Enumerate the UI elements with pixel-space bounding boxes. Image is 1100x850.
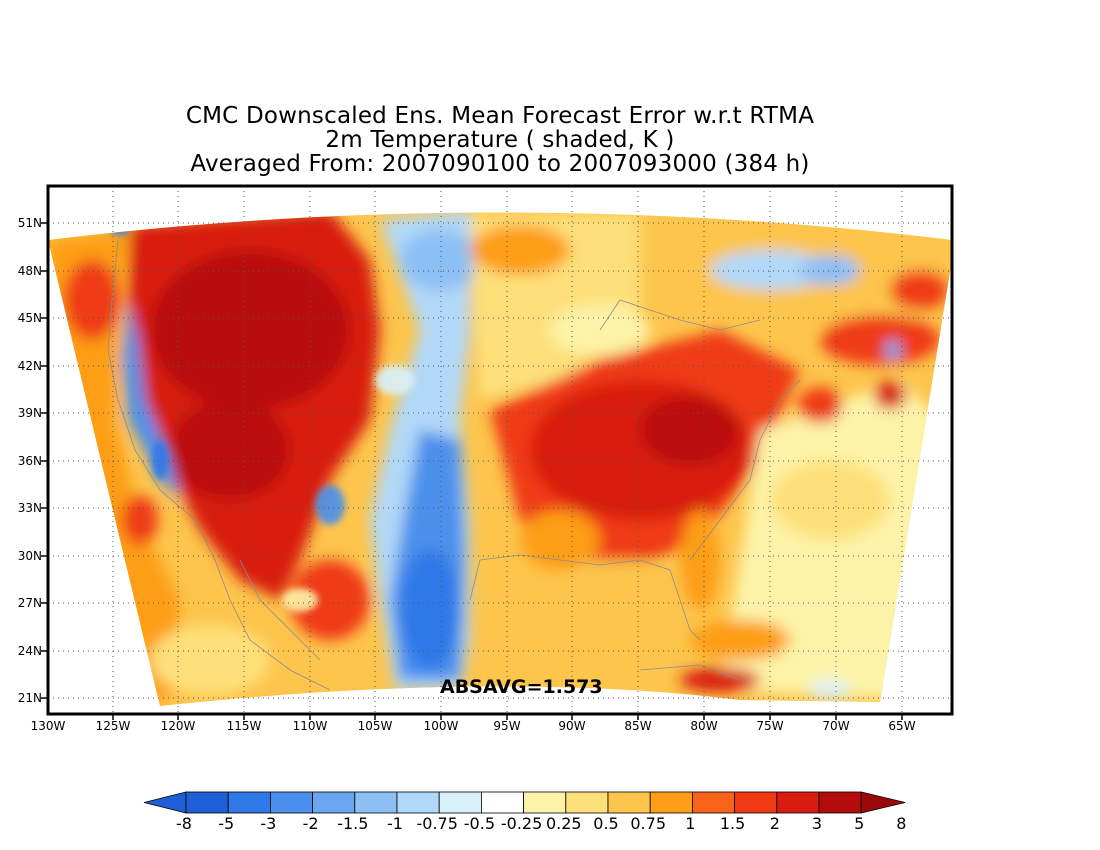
lat-label-21n: 21N <box>17 691 42 705</box>
colorbar-label: 0.75 <box>630 814 666 833</box>
absavg-annotation: ABSAVG=1.573 <box>440 676 603 698</box>
colorbar-label: -5 <box>218 814 235 833</box>
colorbar-swatch <box>185 791 229 814</box>
lon-label-100w: 100W <box>423 719 459 733</box>
lon-label-125w: 125W <box>95 719 131 733</box>
colorbar-swatch <box>269 791 313 814</box>
lon-label-115w: 115W <box>226 719 262 733</box>
lat-label-51n: 51N <box>17 216 42 230</box>
colorbar-label: -1 <box>387 814 403 833</box>
colorbar-swatch <box>734 791 778 814</box>
axis-ticks <box>41 222 903 720</box>
title-line-1: CMC Downscaled Ens. Mean Forecast Error … <box>185 103 815 129</box>
lat-label-24n: 24N <box>17 644 42 658</box>
colorbar-swatch <box>565 791 609 814</box>
colorbar-label: 2 <box>769 814 780 833</box>
lon-label-90w: 90W <box>558 719 586 733</box>
colorbar-swatch <box>438 791 482 814</box>
colorbar-label: -1.5 <box>337 814 369 833</box>
lon-label-80w: 80W <box>690 719 718 733</box>
colorbar-swatch <box>396 791 440 814</box>
colorbar-label: 1 <box>685 814 696 833</box>
lon-label-70w: 70W <box>822 719 850 733</box>
lat-label-42n: 42N <box>17 359 42 373</box>
colorbar-label: -3 <box>260 814 277 833</box>
colorbar-swatch <box>818 791 862 814</box>
coastlines <box>107 239 801 691</box>
colorbar-boxes <box>143 791 906 814</box>
lat-label-36n: 36N <box>17 454 42 468</box>
lat-label-33n: 33N <box>17 501 42 515</box>
colorbar-swatch <box>523 791 567 814</box>
colorbar-swatch <box>692 791 736 814</box>
graticule <box>48 186 952 714</box>
lon-label-110w: 110W <box>292 719 328 733</box>
title-line-3: Averaged From: 2007090100 to 2007093000 … <box>190 151 810 177</box>
map-border <box>46 184 954 716</box>
title-line-2: 2m Temperature ( shaded, K ) <box>325 127 675 153</box>
colorbar-swatch <box>227 791 271 814</box>
colorbar-label: -0.75 <box>416 814 458 833</box>
shaded-field <box>48 186 952 714</box>
colorbar-label: 0.25 <box>545 814 582 833</box>
colorbar-label: -0.5 <box>463 814 495 833</box>
forecast-error-map <box>41 184 954 720</box>
lat-label-39n: 39N <box>17 406 42 420</box>
colorbar-label: 3 <box>811 814 823 833</box>
lon-label-130w: 130W <box>30 719 66 733</box>
lon-label-105w: 105W <box>357 719 393 733</box>
colorbar-swatch <box>480 791 524 814</box>
lat-label-48n: 48N <box>17 264 42 278</box>
colorbar-label: -0.25 <box>500 814 543 833</box>
lat-label-30n: 30N <box>17 549 42 563</box>
colorbar-label: 0.5 <box>593 814 619 833</box>
colorbar-swatch <box>776 791 820 814</box>
colorbar-label: -2 <box>302 814 319 833</box>
lon-label-65w: 65W <box>888 719 916 733</box>
colorbar-swatch <box>649 791 693 814</box>
colorbar-upper-arrow <box>860 791 906 814</box>
colorbar-lower-arrow <box>143 791 187 814</box>
lat-label-27n: 27N <box>17 596 42 610</box>
lon-label-85w: 85W <box>624 719 652 733</box>
lat-label-45n: 45N <box>17 311 42 325</box>
lon-label-75w: 75W <box>756 719 784 733</box>
colorbar-label: -8 <box>176 814 192 833</box>
colorbar-swatch <box>312 791 356 814</box>
colorbar-swatch <box>607 791 651 814</box>
lon-label-95w: 95W <box>493 719 521 733</box>
lon-label-120w: 120W <box>160 719 196 733</box>
colorbar-swatch <box>354 791 398 814</box>
colorbar-label: 1.5 <box>719 814 746 833</box>
colorbar-label: 5 <box>854 814 865 833</box>
colorbar-label: 8 <box>896 814 907 833</box>
